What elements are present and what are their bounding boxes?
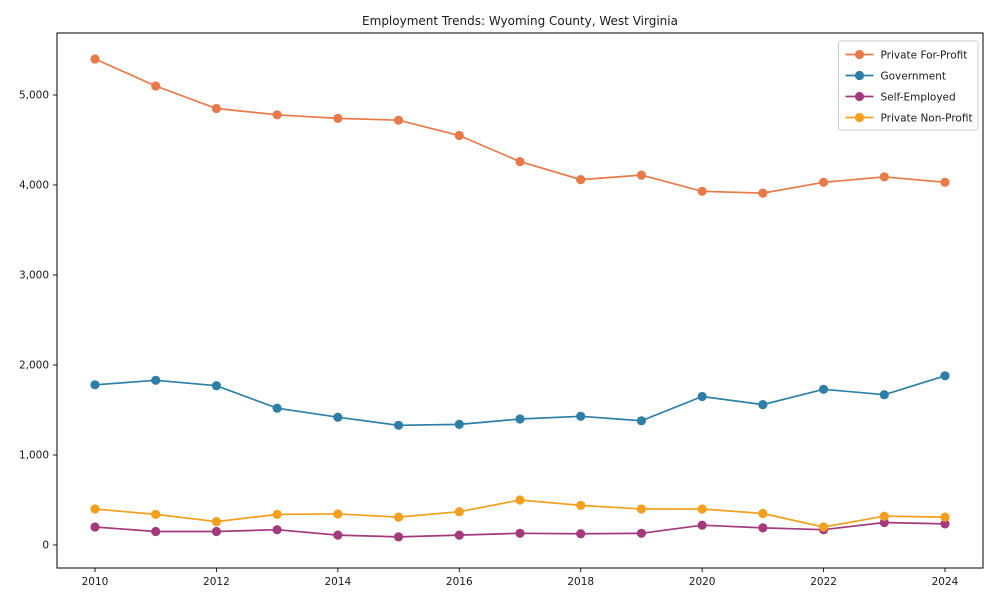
x-axis: 2010 2012 2014 2016 2018 2020 2022 2024	[82, 568, 959, 588]
data-point-private-for-profit-2015	[393, 115, 404, 125]
legend-label: Government	[881, 70, 946, 82]
data-point-private-non-profit-2016	[454, 507, 464, 517]
data-point-self-employed-2017	[515, 528, 525, 538]
data-point-private-non-profit-2010	[90, 504, 100, 514]
data-point-self-employed-2019	[636, 528, 647, 538]
data-point-government-2014	[333, 412, 343, 422]
data-point-government-2012	[211, 381, 222, 391]
data-point-government-2016	[454, 419, 464, 429]
legend-label: Self-Employed	[881, 91, 956, 103]
series-private-non-profit	[90, 495, 950, 532]
y-tick-label: 3,000	[19, 270, 49, 282]
data-point-private-non-profit-2021	[758, 508, 768, 519]
data-point-private-non-profit-2017	[515, 495, 525, 505]
data-point-government-2013	[272, 403, 282, 413]
x-tick-label: 2022	[810, 576, 837, 588]
data-point-private-for-profit-2023	[879, 172, 889, 182]
data-point-self-employed-2013	[272, 525, 282, 535]
y-axis: 0 1,000 2,000 3,000 4,000 5,000	[19, 90, 57, 552]
data-point-private-for-profit-2014	[333, 113, 343, 123]
legend-box	[838, 40, 979, 131]
data-point-private-for-profit-2019	[636, 170, 647, 180]
data-point-private-non-profit-2011	[151, 509, 161, 519]
data-point-private-for-profit-2022	[818, 177, 829, 187]
x-tick-label: 2024	[932, 576, 959, 588]
data-point-government-2011	[151, 375, 161, 385]
data-point-private-non-profit-2018	[576, 500, 586, 510]
series-private-for-profit	[90, 54, 950, 198]
data-point-self-employed-2014	[333, 530, 343, 540]
data-point-private-non-profit-2019	[636, 504, 647, 514]
legend-marker-dot	[854, 70, 865, 81]
data-point-government-2021	[758, 400, 768, 410]
x-tick-label: 2016	[446, 576, 473, 588]
data-point-government-2010	[90, 380, 100, 390]
x-tick-label: 2014	[324, 576, 351, 588]
data-point-private-for-profit-2020	[697, 186, 707, 196]
data-point-private-for-profit-2016	[454, 130, 464, 141]
legend: Private For-Profit Government Self-Employe…	[838, 40, 979, 131]
data-point-private-non-profit-2024	[940, 512, 950, 522]
legend-marker-dot	[854, 49, 865, 60]
y-tick-label: 0	[42, 540, 49, 552]
y-tick-label: 5,000	[19, 90, 49, 102]
x-tick-label: 2020	[689, 576, 716, 588]
data-point-private-for-profit-2017	[515, 157, 525, 167]
data-point-private-for-profit-2010	[90, 54, 100, 64]
chart-title: Employment Trends: Wyoming County, West …	[362, 14, 678, 28]
plot-area	[56, 32, 984, 569]
data-point-self-employed-2023	[879, 517, 889, 528]
x-tick-label: 2010	[82, 576, 109, 588]
data-point-self-employed-2018	[576, 529, 586, 539]
x-tick-label: 2012	[203, 576, 230, 588]
data-point-private-for-profit-2012	[211, 103, 222, 114]
legend-marker-dot	[854, 91, 865, 102]
x-tick-label: 2018	[567, 576, 594, 588]
legend-label: Private Non-Profit	[881, 112, 973, 124]
y-tick-label: 2,000	[19, 360, 49, 372]
data-point-self-employed-2010	[90, 522, 100, 532]
data-point-self-employed-2012	[211, 526, 222, 537]
legend-item-private-non-profit: Private Non-Profit	[845, 112, 973, 124]
legend-item-private-for-profit: Private For-Profit	[845, 49, 968, 61]
data-point-government-2023	[879, 390, 889, 400]
y-tick-label: 1,000	[19, 450, 49, 462]
data-point-self-employed-2015	[393, 532, 404, 542]
data-point-private-non-profit-2012	[211, 517, 222, 527]
data-point-government-2017	[515, 414, 525, 424]
data-point-government-2018	[576, 411, 586, 421]
data-point-self-employed-2021	[758, 523, 768, 533]
series-layer	[90, 54, 950, 542]
data-point-private-for-profit-2011	[151, 81, 161, 91]
series-self-employed	[90, 517, 950, 542]
data-point-self-employed-2024	[940, 519, 950, 529]
data-point-self-employed-2016	[454, 530, 464, 540]
data-point-government-2019	[636, 416, 647, 426]
legend-item-self-employed: Self-Employed	[845, 91, 956, 103]
data-point-private-non-profit-2023	[879, 511, 889, 521]
data-point-private-non-profit-2022	[818, 522, 829, 532]
data-point-private-for-profit-2018	[576, 175, 586, 185]
data-point-private-for-profit-2021	[758, 188, 768, 198]
plot-frame	[56, 32, 984, 569]
data-point-government-2015	[393, 420, 404, 430]
data-point-private-for-profit-2013	[272, 110, 282, 120]
legend-marker-dot	[854, 112, 865, 123]
data-point-private-non-profit-2020	[697, 504, 707, 514]
legend-item-government: Government	[845, 70, 946, 82]
data-point-self-employed-2011	[151, 526, 161, 537]
data-point-government-2022	[818, 384, 829, 394]
data-point-government-2020	[697, 391, 707, 402]
data-point-government-2024	[940, 371, 950, 381]
data-point-private-non-profit-2013	[272, 509, 282, 519]
y-tick-label: 4,000	[19, 180, 49, 192]
legend-label: Private For-Profit	[881, 49, 968, 61]
series-government	[90, 371, 950, 430]
data-point-private-for-profit-2024	[940, 177, 950, 187]
data-point-private-non-profit-2014	[333, 509, 343, 519]
data-point-private-non-profit-2015	[393, 512, 404, 522]
data-point-self-employed-2020	[697, 520, 707, 530]
